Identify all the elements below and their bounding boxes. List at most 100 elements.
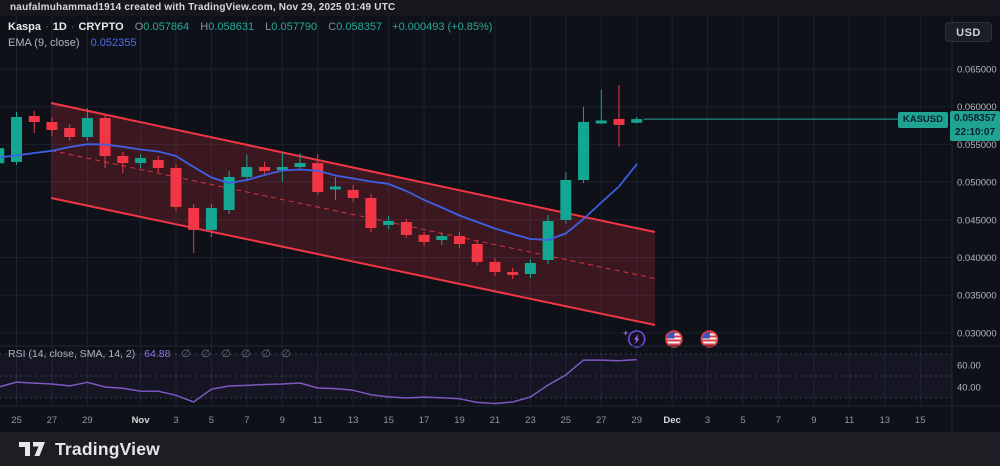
time-axis-label: 29 [631,415,642,426]
price-axis[interactable] [952,16,1000,406]
event-marker-flash-icon[interactable] [622,330,646,348]
high-value: 0.058631 [208,21,255,33]
candle-body[interactable] [400,221,412,235]
candle-body[interactable] [276,167,288,171]
candle-body[interactable] [436,236,448,241]
channel-upper-line[interactable] [50,102,656,233]
rsi-line[interactable] [0,358,637,405]
candle-body[interactable] [0,148,5,164]
candle-body[interactable] [117,156,129,164]
symbol-legend[interactable]: Kaspa · 1D · CRYPTO O0.057864 H0.058631 L0.0… [8,21,492,49]
time-axis-label: 5 [740,415,745,426]
price-axis-label: 0.065000 [957,65,997,76]
candle-body[interactable] [259,167,271,172]
time-axis-label: 15 [383,415,394,426]
price-axis-label: 0.055000 [957,140,997,151]
attribution-text: naufalmuhammad1914 created with TradingV… [10,2,396,13]
candle-body[interactable] [489,261,501,272]
legend-symbol-row: Kaspa · 1D · CRYPTO O0.057864 H0.058631 L0.0… [8,21,492,33]
time-axis-label: 13 [348,415,359,426]
candle-body[interactable] [11,116,22,162]
open-label: O [134,21,144,33]
event-marker-us-flag-icon[interactable] [700,330,719,348]
change-value: +0.000493 (+0.85%) [392,21,493,33]
candle-body[interactable] [81,118,93,138]
ema-value: 0.052355 [90,37,137,49]
candle-body[interactable] [329,186,341,190]
candle-body[interactable] [365,198,377,229]
candle-body[interactable] [613,118,625,125]
candle-body[interactable] [418,234,430,242]
legend-separator: · [45,21,49,33]
ema-legend-row[interactable]: EMA (9, close) 0.052355 [8,37,492,49]
candle-body[interactable] [595,120,607,124]
candle-body[interactable] [578,122,590,180]
candle-body[interactable] [383,221,395,225]
candle-body[interactable] [524,263,536,275]
candle-body[interactable] [46,122,58,130]
last-price-label: 0.058357 22:10:07 [950,111,1000,141]
time-axis-label: 3 [173,415,178,426]
candle-body[interactable] [454,236,465,245]
time-axis[interactable] [0,406,952,432]
candle-body[interactable] [241,167,253,177]
chart-canvas[interactable]: 25 27 29 Nov 3 5 7 9 11 13 15 17 19 21 23 25 27 29 Dec 3 5 7 9… [0,0,1000,432]
candle-body[interactable] [64,127,76,138]
currency-toggle-button[interactable]: USD [945,22,992,42]
candle-body[interactable] [28,115,40,123]
candle-body[interactable] [471,244,483,262]
low-label: L [265,21,272,33]
ema-line[interactable] [0,143,638,241]
candle-body[interactable] [170,168,182,207]
candle-body[interactable] [99,118,111,157]
candle-body[interactable] [188,207,200,230]
price-axis-label: 0.050000 [957,178,997,189]
price-axis-label: 0.030000 [957,328,997,339]
price-axis-label: 0.040000 [957,253,997,264]
last-price-value: 0.058357 [954,113,996,124]
time-axis-label: Dec [663,415,680,426]
open-value: 0.057864 [143,21,190,33]
time-axis-label: 25 [11,415,22,426]
candle-body[interactable] [507,271,519,275]
time-axis-label: 11 [844,415,854,426]
rsi-indicator-legend[interactable]: RSI (14, close, SMA, 14, 2) 64.88 ∅ ∅ ∅ … [8,348,295,360]
time-axis-label: Nov [132,415,151,426]
time-axis-label: 3 [705,415,710,426]
rsi-axis-label: 40.00 [957,383,981,394]
bar-countdown: 22:10:07 [954,127,996,138]
rsi-hidden-values: ∅ ∅ ∅ ∅ ∅ ∅ [181,348,295,360]
time-axis-label: 27 [596,415,607,426]
time-axis-label: 27 [47,415,58,426]
candle-body[interactable] [205,207,217,230]
channel-lower-line[interactable] [50,197,656,326]
tradingview-logo-icon[interactable] [18,441,46,457]
ema-label: EMA (9, close) [8,37,80,49]
time-axis-label: 29 [82,415,93,426]
rsi-label: RSI (14, close, SMA, 14, 2) [8,348,136,360]
event-marker-us-flag-icon[interactable] [665,330,683,348]
time-axis-label: 13 [879,415,890,426]
time-axis-label: 7 [776,415,781,426]
price-axis-label: 0.035000 [957,291,997,302]
time-axis-label: 9 [811,415,816,426]
candle-body[interactable] [560,179,572,220]
symbol-name: Kaspa [8,21,42,33]
candle-body[interactable] [135,157,147,164]
candle-body[interactable] [223,176,235,210]
price-axis-label: 0.045000 [957,215,997,226]
time-axis-label: 15 [915,415,926,426]
time-axis-label: 17 [419,415,430,426]
candle-body[interactable] [152,160,164,169]
candle-body[interactable] [294,163,306,168]
rsi-value: 64.88 [144,348,171,360]
candle-body[interactable] [631,119,643,123]
candle-body[interactable] [312,163,324,192]
candle-body[interactable] [347,189,359,199]
time-axis-label: 5 [209,415,214,426]
attribution-bar: naufalmuhammad1914 created with TradingV… [0,0,1000,16]
low-value: 0.057790 [271,21,318,33]
rsi-axis-label: 60.00 [957,361,981,372]
price-axis-label: 0.060000 [957,102,997,113]
tradingview-logo-text[interactable]: TradingView [55,438,160,459]
